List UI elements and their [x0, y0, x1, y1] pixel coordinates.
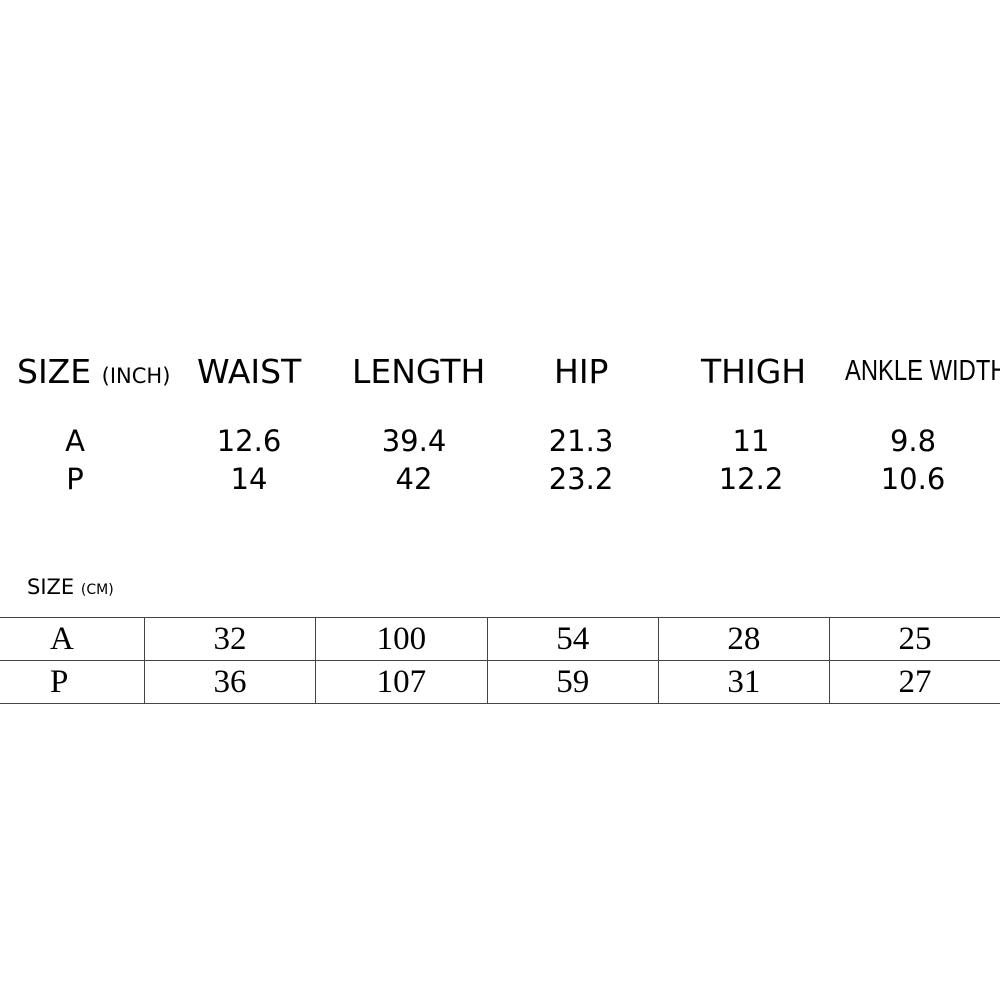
header-waist: WAIST	[197, 352, 302, 391]
header-ankle-width: ANKLE WIDTH	[845, 355, 1000, 387]
value-cell: 27	[829, 660, 1000, 704]
value-cell: 28	[658, 617, 830, 661]
value-cell: 23.2	[548, 462, 614, 496]
cm-size-title: SIZE (CM)	[27, 575, 114, 599]
cm-unit-label: (CM)	[80, 582, 114, 598]
value-cell: 10.6	[880, 462, 946, 496]
cm-size-table: A 32 100 54 28 25 P 36 107 59 31 27	[0, 617, 1000, 704]
value-cell: 11	[732, 424, 770, 458]
value-cell: 9.8	[889, 424, 937, 458]
value-cell: 32	[144, 617, 317, 661]
value-cell: 39.4	[381, 424, 447, 458]
value-cell: 54	[487, 617, 659, 661]
table-row: A 32 100 54 28 25	[0, 617, 1000, 661]
header-hip: HIP	[554, 352, 609, 391]
value-cell: 12.6	[216, 424, 282, 458]
value-cell: 42	[395, 462, 433, 496]
size-cell: A	[65, 424, 85, 458]
value-cell: 21.3	[548, 424, 614, 458]
header-thigh: THIGH	[701, 352, 807, 391]
value-cell: 36	[144, 660, 317, 704]
value-cell: 107	[315, 660, 488, 704]
cm-size-label: SIZE	[27, 575, 75, 599]
value-cell: 25	[829, 617, 1000, 661]
value-cell: 31	[658, 660, 830, 704]
inch-size-label: SIZE	[17, 352, 92, 391]
size-cell: P	[0, 660, 145, 704]
value-cell: 100	[315, 617, 488, 661]
inch-size-title: SIZE (INCH)	[17, 352, 170, 391]
inch-unit-label: (INCH)	[101, 364, 171, 388]
size-cell: P	[66, 462, 84, 496]
value-cell: 12.2	[718, 462, 784, 496]
value-cell: 59	[487, 660, 659, 704]
table-row: P 36 107 59 31 27	[0, 660, 1000, 704]
size-cell: A	[0, 617, 145, 661]
header-length: LENGTH	[352, 352, 486, 391]
value-cell: 14	[230, 462, 268, 496]
